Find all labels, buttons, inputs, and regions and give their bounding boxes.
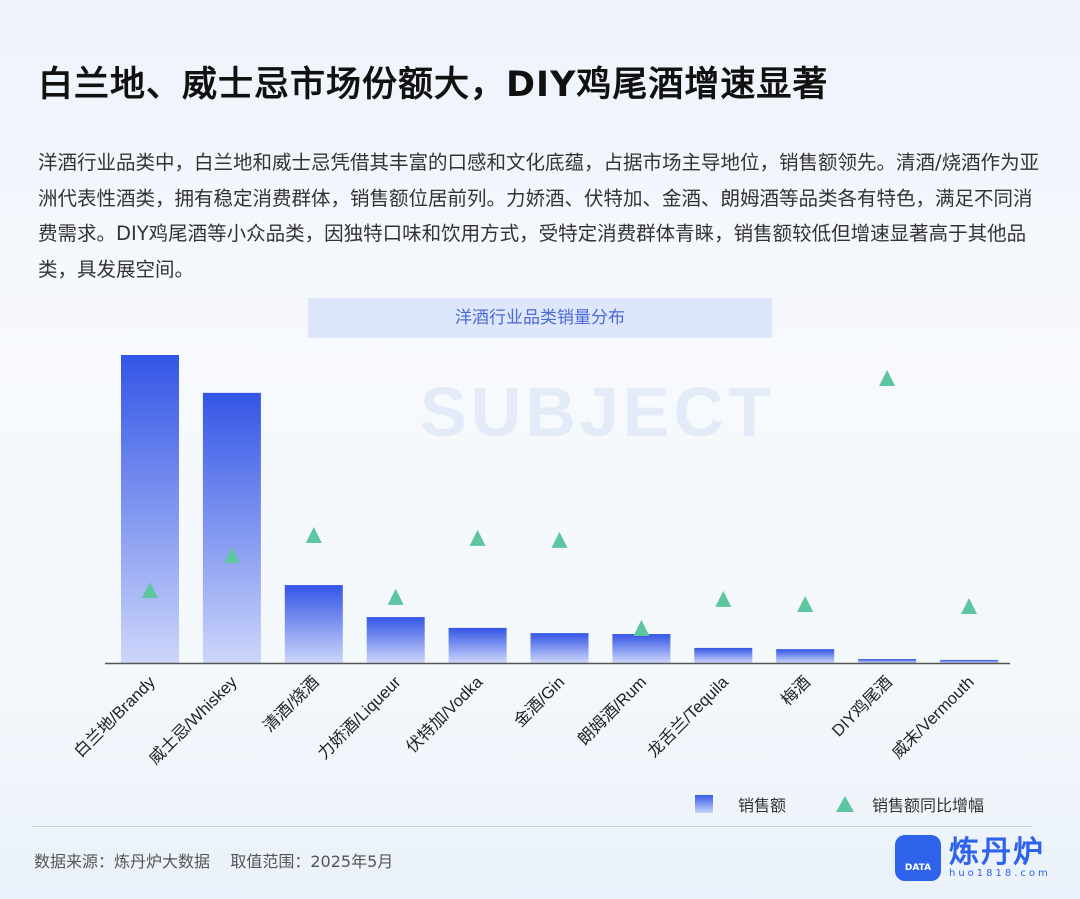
x-tick-label: 金酒/Gin (510, 672, 568, 730)
x-tick-label: 清酒/烧酒 (259, 672, 322, 735)
growth-marker (551, 531, 568, 548)
x-tick-label: 朗姆酒/Rum (574, 672, 650, 748)
x-tick-label: 梅酒 (777, 672, 814, 709)
logo-icon: DATA (895, 835, 941, 881)
logo-url: huo1818.com (949, 867, 1051, 879)
bar (366, 617, 425, 663)
x-tick-label: 威士忌/Whiskey (145, 672, 241, 768)
growth-marker (879, 370, 896, 386)
x-tick-label: 威末/Vermouth (888, 672, 978, 762)
x-tick-label: 伏特加/Vodka (402, 672, 487, 757)
page-title: 白兰地、威士忌市场份额大，DIY鸡尾酒增速显著 (38, 65, 829, 105)
bar-swatch-icon (695, 795, 713, 813)
triangle-icon (836, 796, 854, 812)
legend-label: 销售额 (738, 796, 787, 815)
logo-name: 炼丹炉 (949, 834, 1045, 870)
growth-marker (305, 527, 322, 544)
bar (284, 585, 343, 663)
bar (530, 633, 589, 663)
growth-marker (961, 598, 977, 614)
x-tick-label: DIY鸡尾酒 (828, 672, 896, 740)
x-tick-label: 龙舌兰/Tequila (643, 672, 732, 761)
x-tick-label: 白兰地/Brandy (70, 672, 159, 761)
bar (940, 659, 998, 663)
growth-marker (797, 596, 814, 613)
footer-source: 数据来源：炼丹炉大数据 取值范围：2025年5月 (34, 852, 394, 871)
legend-label: 销售额同比增幅 (872, 796, 985, 815)
growth-marker (633, 619, 650, 636)
legend-item-sales: 销售额 (695, 792, 786, 816)
logo: DATA 炼丹炉 huo1818.com (895, 835, 1051, 881)
bar (858, 658, 917, 663)
watermark-text: SUBJECT (420, 373, 775, 451)
growth-marker (387, 588, 404, 605)
growth-marker (223, 546, 240, 563)
description: 洋酒行业品类中，白兰地和威士忌凭借其丰富的口感和文化底蕴，占据市场主导地位，销售… (38, 151, 1040, 281)
divider (32, 826, 1032, 827)
bar (448, 627, 507, 663)
x-tick-label: 力娇酒/Liqueur (314, 672, 405, 763)
bar (612, 634, 671, 663)
growth-marker (469, 529, 486, 546)
chart-title: 洋酒行业品类销量分布 (308, 298, 772, 338)
legend-item-growth: 销售额同比增幅 (836, 792, 984, 816)
bar (776, 649, 835, 663)
bar (202, 392, 261, 663)
growth-marker (715, 590, 732, 607)
bar (694, 647, 753, 663)
growth-marker (142, 582, 158, 599)
bar (121, 355, 179, 663)
